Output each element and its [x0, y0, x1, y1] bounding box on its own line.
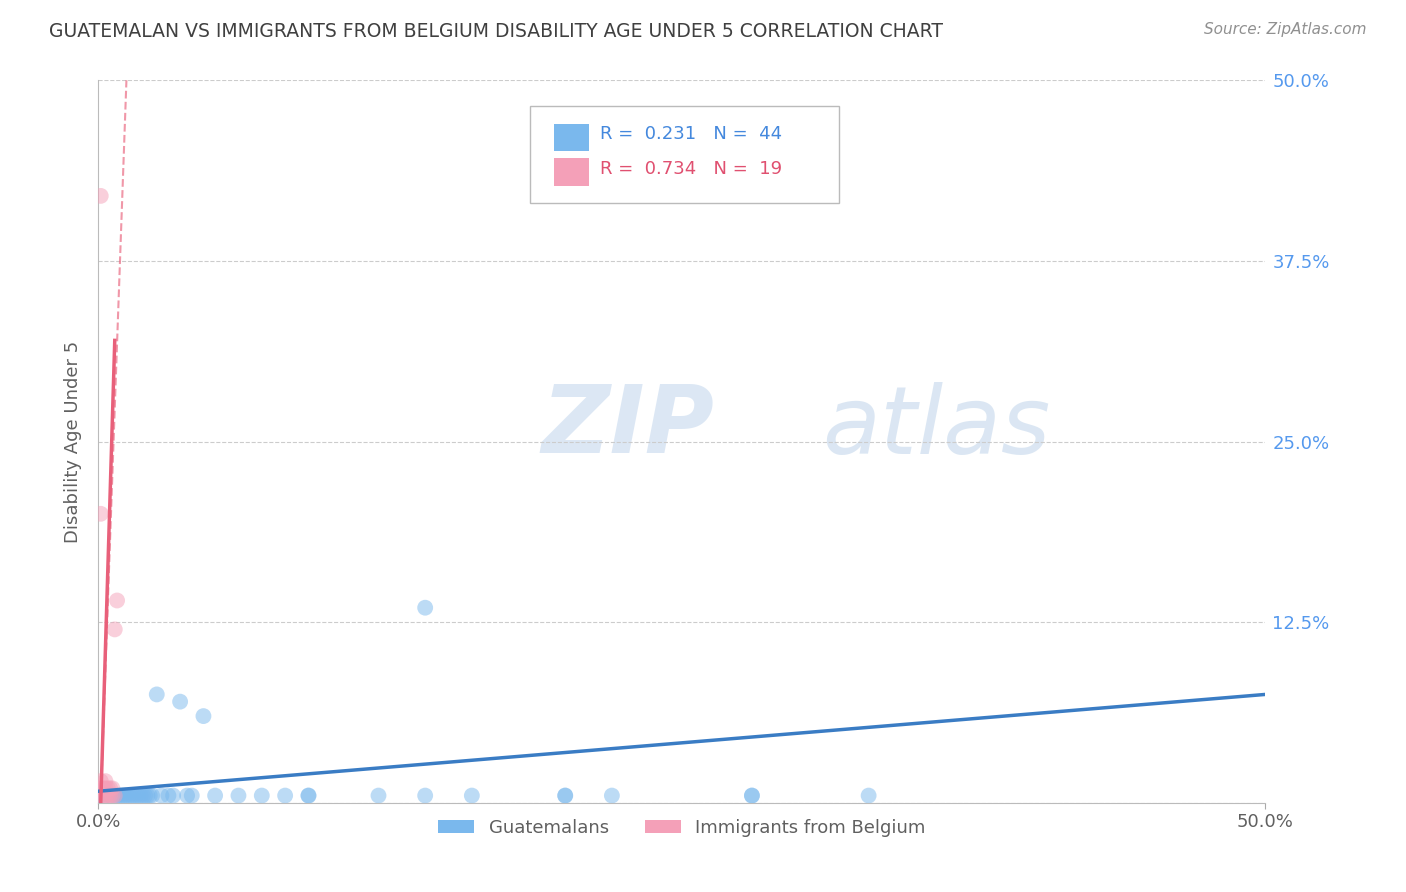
Point — [115, 789, 138, 803]
Point — [104, 789, 127, 803]
Point — [141, 789, 163, 803]
Point — [105, 593, 128, 607]
Point — [228, 789, 250, 803]
Point — [129, 789, 152, 803]
Point — [169, 695, 191, 709]
Point — [127, 789, 149, 803]
Point — [367, 789, 389, 803]
Point — [90, 774, 112, 789]
Point — [101, 789, 124, 803]
Point — [98, 789, 121, 803]
Point — [204, 789, 226, 803]
Point — [176, 789, 198, 803]
FancyBboxPatch shape — [554, 158, 589, 186]
Point — [108, 789, 131, 803]
Point — [741, 789, 763, 803]
Text: Source: ZipAtlas.com: Source: ZipAtlas.com — [1204, 22, 1367, 37]
Point — [104, 789, 127, 803]
Point — [193, 709, 215, 723]
Point — [180, 789, 202, 803]
Point — [134, 789, 156, 803]
FancyBboxPatch shape — [530, 105, 839, 203]
Point — [250, 789, 273, 803]
Point — [94, 781, 117, 796]
Point — [94, 789, 117, 803]
Point — [105, 789, 128, 803]
Point — [90, 189, 112, 203]
Point — [97, 789, 120, 803]
Legend: Guatemalans, Immigrants from Belgium: Guatemalans, Immigrants from Belgium — [430, 812, 934, 845]
Point — [94, 774, 117, 789]
Text: R =  0.734   N =  19: R = 0.734 N = 19 — [600, 160, 782, 178]
Point — [90, 789, 112, 803]
Point — [461, 789, 484, 803]
Point — [94, 789, 117, 803]
Point — [90, 789, 112, 803]
Point — [157, 789, 180, 803]
Point — [136, 789, 159, 803]
Point — [413, 600, 436, 615]
Point — [858, 789, 880, 803]
Point — [274, 789, 297, 803]
Point — [97, 781, 120, 796]
Point — [111, 789, 134, 803]
Point — [122, 789, 145, 803]
Point — [91, 781, 114, 796]
Y-axis label: Disability Age Under 5: Disability Age Under 5 — [65, 341, 83, 542]
Point — [98, 789, 121, 803]
Point — [118, 789, 141, 803]
Point — [112, 789, 135, 803]
Point — [90, 781, 112, 796]
Point — [297, 789, 319, 803]
Point — [741, 789, 763, 803]
Point — [104, 623, 127, 637]
Text: GUATEMALAN VS IMMIGRANTS FROM BELGIUM DISABILITY AGE UNDER 5 CORRELATION CHART: GUATEMALAN VS IMMIGRANTS FROM BELGIUM DI… — [49, 22, 943, 41]
Point — [150, 789, 173, 803]
Point — [120, 789, 142, 803]
Point — [162, 789, 184, 803]
Text: atlas: atlas — [823, 382, 1050, 473]
Point — [146, 687, 169, 701]
Point — [98, 781, 121, 796]
Point — [125, 789, 148, 803]
Point — [600, 789, 623, 803]
Point — [554, 789, 576, 803]
Point — [413, 789, 436, 803]
Point — [90, 507, 112, 521]
Point — [132, 789, 155, 803]
Point — [91, 789, 114, 803]
Point — [101, 781, 124, 796]
Point — [554, 789, 576, 803]
FancyBboxPatch shape — [554, 124, 589, 151]
Point — [297, 789, 319, 803]
Point — [139, 789, 162, 803]
Text: ZIP: ZIP — [541, 381, 714, 473]
Text: R =  0.231   N =  44: R = 0.231 N = 44 — [600, 125, 782, 143]
